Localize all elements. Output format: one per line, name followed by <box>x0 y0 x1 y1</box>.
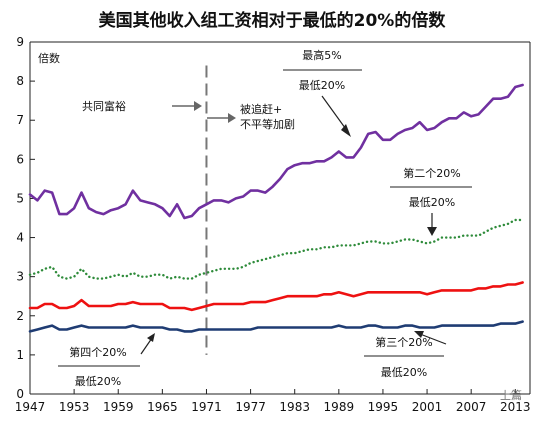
annotation-fourth-denominator: 最低20% <box>75 375 121 388</box>
annotation-divergence-line2: 不平等加剧 <box>240 117 295 131</box>
annotation-top5-denominator: 最低20% <box>299 79 345 92</box>
annotation-fourth-numerator: 第四个20% <box>69 345 126 359</box>
x-tick-label: 1983 <box>279 400 310 414</box>
arrowhead-third <box>414 331 424 338</box>
arrowhead-divergence <box>228 113 236 123</box>
x-tick-label: 1965 <box>147 400 178 414</box>
arrowhead-top5 <box>341 124 351 137</box>
annotation-top5-numerator: 最高5% <box>302 48 341 62</box>
y-tick-label: 1 <box>16 348 24 362</box>
x-tick-label: 1959 <box>103 400 134 414</box>
watermark: 上篇 <box>500 388 522 402</box>
series-line-4 <box>28 320 524 333</box>
x-tick-label: 1995 <box>368 400 399 414</box>
annotation-divergence-line1: 被追赶+ <box>240 102 282 116</box>
x-tick-label: 1989 <box>324 400 355 414</box>
annotation-third-numerator: 第三个20% <box>375 335 432 349</box>
axes <box>29 41 531 395</box>
y-tick-label: 0 <box>16 387 24 401</box>
annotation-second-denominator: 最低20% <box>409 196 455 209</box>
chart-title: 美国其他收入组工资相对于最低的20%的倍数 <box>99 10 447 31</box>
x-tick-label: 1971 <box>191 400 222 414</box>
arrowhead-fourth <box>147 333 155 342</box>
x-tick-label: 2007 <box>456 400 487 414</box>
series-line-3 <box>28 281 524 312</box>
x-tick-label: 2013 <box>500 400 531 414</box>
arrow-third <box>419 333 447 345</box>
annotations: 共同富裕 被追赶+ 不平等加剧 最高5% 最低20% 第二个20% 最低20% … <box>58 48 472 388</box>
y-tick-label: 7 <box>16 113 24 127</box>
y-tick-label: 5 <box>16 191 24 205</box>
series-line-2 <box>28 218 524 280</box>
annotation-shared-prosperity: 共同富裕 <box>82 99 126 113</box>
arrow-fourth <box>140 337 153 355</box>
annotation-third-denominator: 最低20% <box>381 366 427 379</box>
x-tick-label: 2001 <box>412 400 443 414</box>
series-layer <box>28 83 524 333</box>
arrowhead-second <box>427 227 437 236</box>
y-tick-label: 3 <box>16 270 24 284</box>
x-tick-label: 1947 <box>15 400 46 414</box>
series-line-1 <box>28 83 524 220</box>
annotation-second-numerator: 第二个20% <box>403 166 460 180</box>
x-ticks: 1947 1953 1959 1965 1971 1977 1983 1989 1995 2001… <box>15 389 531 414</box>
y-tick-label: 4 <box>16 231 24 245</box>
arrow-top5 <box>321 95 349 133</box>
x-tick-label: 1953 <box>59 400 90 414</box>
y-tick-label: 6 <box>16 152 24 166</box>
arrowhead-shared-prosperity <box>194 101 202 111</box>
y-axis-label: 倍数 <box>38 51 60 65</box>
y-tick-label: 8 <box>16 74 24 88</box>
x-tick-label: 1977 <box>235 400 266 414</box>
y-tick-label: 9 <box>16 35 24 49</box>
y-tick-label: 2 <box>16 309 24 323</box>
y-ticks: 0 1 2 3 4 5 6 7 8 9 <box>16 35 35 401</box>
